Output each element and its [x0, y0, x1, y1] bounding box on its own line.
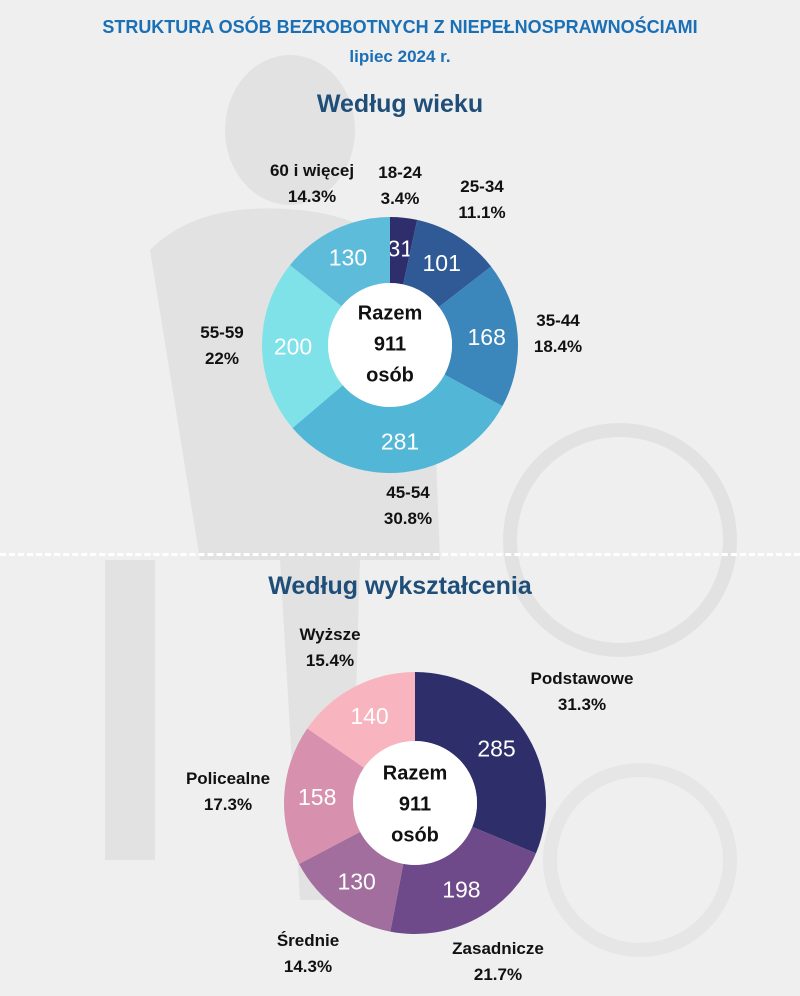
data-label-55-59: 200 [274, 334, 312, 360]
data-label-Średnie: 130 [337, 869, 375, 895]
donut-slice-25-34 [403, 219, 492, 307]
donut-slice-35-44 [438, 266, 518, 407]
donut-slice-55-59 [262, 265, 343, 428]
legend-label-podstawowe: Podstawowe 31.3% [530, 669, 634, 714]
legend-label-45-54: 45-54 30.8% [383, 483, 433, 528]
legend-label-policealne: Policealne 17.3% [185, 769, 271, 814]
legend-label-25-34: 25-34 11.1% [458, 177, 506, 222]
data-label-25-34: 101 [423, 250, 461, 276]
donut-hole [328, 283, 452, 407]
legend-label-zasadnicze: Zasadnicze 21.7% [452, 939, 544, 984]
infographic-title: STRUKTURA OSÓB BEZROBOTNYCH Z NIEPEŁNOSP… [102, 17, 698, 37]
data-label-35-44: 168 [467, 324, 505, 350]
section-divider [0, 553, 800, 556]
data-label-Podstawowe: 285 [477, 736, 515, 762]
donut-slice-Zasadnicze [390, 826, 536, 934]
data-label-45-54: 281 [381, 428, 419, 454]
donut-hole [353, 741, 477, 865]
donut-slice-Wyższe [307, 672, 415, 768]
data-label-Wyższe: 140 [350, 703, 388, 729]
age-center-total: Razem 911 osób [357, 302, 423, 387]
infographic-subtitle: lipiec 2024 r. [349, 47, 451, 66]
donut-slice-Średnie [299, 831, 404, 932]
data-label-60 i więcej: 130 [329, 245, 367, 271]
legend-label-srednie: Średnie 14.3% [276, 931, 340, 976]
education-center-total: Razem 911 osób [382, 762, 448, 847]
data-label-Policealne: 158 [298, 784, 336, 810]
donut-slice-Podstawowe [415, 672, 546, 854]
legend-label-60plus: 60 i więcej 14.3% [269, 161, 355, 206]
donut-slice-18-24 [390, 217, 418, 285]
data-label-Zasadnicze: 198 [442, 876, 480, 902]
age-chart-title: Według wieku [316, 90, 484, 118]
donut-slice-60 i więcej [290, 217, 390, 307]
legend-label-18-24: 18-24 3.4% [378, 163, 422, 208]
education-chart-title: Według wykształcenia [268, 572, 532, 600]
legend-label-55-59: 55-59 22% [200, 323, 244, 368]
legend-label-wyzsze: Wyższe 15.4% [299, 625, 361, 670]
data-label-18-24: 31 [388, 236, 414, 262]
legend-label-35-44: 35-44 18.4% [533, 311, 583, 356]
donut-slice-45-54 [292, 374, 503, 474]
donut-slice-Policealne [283, 728, 365, 865]
